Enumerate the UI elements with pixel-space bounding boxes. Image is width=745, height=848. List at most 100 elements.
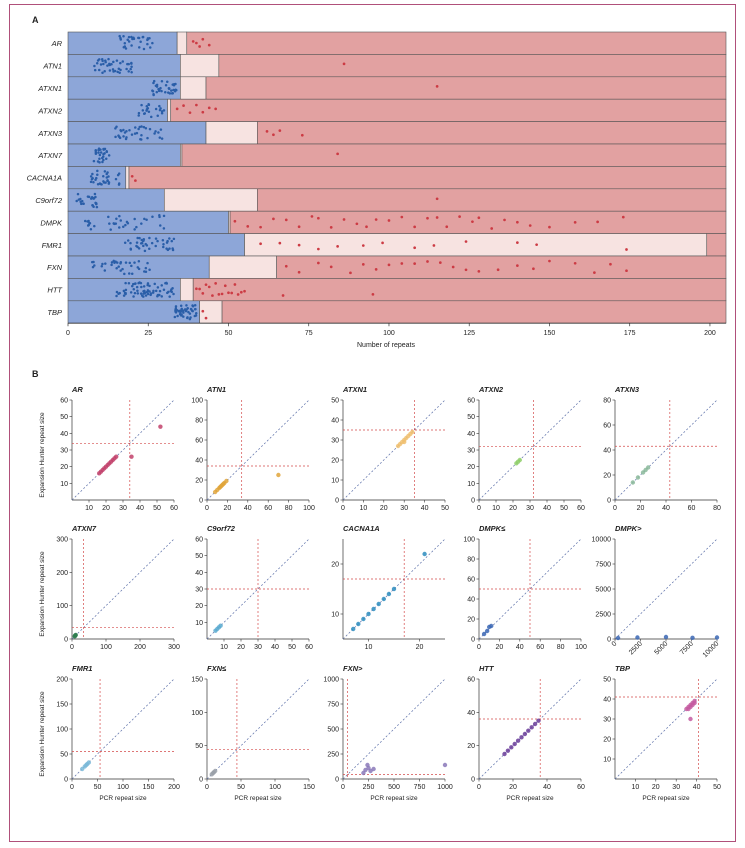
panel-a-label: A	[32, 15, 39, 25]
normal-point-fmr1	[150, 241, 154, 245]
scatter-title-atxn2: ATXN2	[478, 385, 504, 394]
y-tick-label-atxn1: 10	[331, 478, 339, 485]
expanded-point-htt	[201, 292, 205, 295]
normal-point-atn1	[130, 70, 133, 74]
normal-point-atn1	[102, 62, 105, 66]
normal-point-atxn1	[168, 92, 172, 95]
identity-line-fxn-gt	[342, 678, 446, 780]
normal-point-fmr1	[148, 247, 151, 251]
normal-point-ar	[130, 44, 133, 47]
normal-point-fmr1	[123, 241, 127, 244]
normal-point-dmpk	[133, 228, 136, 231]
y-tick-label-htt: 20	[467, 743, 475, 750]
x-tick-label-atxn2: 30	[526, 505, 534, 512]
normal-point-atxn7	[94, 152, 98, 156]
expanded-point-fxn	[400, 262, 404, 265]
data-point-cacna1a	[391, 586, 397, 592]
expanded-point-htt	[204, 283, 208, 287]
x-tick-label-atxn2: 60	[577, 505, 585, 512]
normal-point-htt	[156, 286, 160, 289]
panel-a-x-tick-label: 25	[144, 330, 152, 337]
expanded-point-dmpk	[233, 219, 237, 223]
expanded-point-tbp	[201, 309, 205, 313]
normal-point-tbp	[180, 309, 183, 313]
normal-point-atn1	[127, 70, 130, 73]
expanded-point-dmpk	[426, 216, 429, 220]
expanded-point-dmpk	[246, 225, 250, 228]
normal-point-cacna1a	[100, 183, 103, 186]
expanded-point-atxn2	[175, 107, 179, 111]
normal-point-dmpk	[107, 215, 110, 219]
normal-point-tbp	[179, 304, 183, 307]
x-tick-label-atxn1: 40	[421, 505, 429, 512]
expanded-point-htt	[227, 291, 230, 295]
normal-point-fxn	[144, 266, 148, 270]
normal-point-atxn3	[137, 127, 140, 131]
normal-point-dmpk	[118, 226, 121, 229]
normal-point-atxn3	[114, 135, 117, 139]
x-tick-label-fmr1: 150	[143, 784, 155, 791]
normal-point-fmr1	[156, 239, 159, 243]
normal-point-atn1	[112, 60, 115, 64]
normal-point-fxn	[133, 261, 136, 264]
y-tick-label-atxn3: 0	[607, 498, 611, 505]
normal-point-ar	[146, 42, 149, 46]
expanded-point-fxn	[573, 261, 577, 265]
data-point-htt	[522, 731, 528, 737]
normal-point-htt	[115, 290, 119, 294]
gene-label-fmr1: FMR1	[42, 241, 62, 250]
expanded-point-htt	[195, 287, 198, 291]
normal-point-htt	[142, 295, 145, 298]
expanded-point-fxn	[413, 262, 417, 266]
normal-point-c9orf72	[87, 195, 91, 199]
expanded-point-atxn3	[265, 129, 269, 133]
y-tick-label-c9orf72: 30	[195, 587, 203, 594]
intermediate-range-fmr1	[244, 233, 708, 257]
expanded-point-fxn	[609, 262, 612, 266]
y-tick-label-tbp: 20	[603, 737, 611, 744]
normal-point-c9orf72	[79, 197, 82, 201]
y-tick-label-fxn-le: 100	[191, 710, 203, 717]
normal-point-atxn2	[142, 112, 146, 115]
y-tick-label-fxn-gt: 250	[327, 752, 339, 759]
normal-point-cacna1a	[96, 182, 100, 186]
x-tick-label-dmpk-le: 0	[477, 644, 481, 651]
panel-a-x-tick-label: 200	[704, 330, 716, 337]
scatter-title-cacna1a: CACNA1A	[343, 524, 380, 533]
normal-point-atxn1	[173, 90, 177, 93]
expanded-point-dmpk	[621, 215, 625, 219]
expanded-point-atxn2	[182, 104, 185, 107]
x-tick-label-dmpk-le: 80	[557, 644, 565, 651]
normal-point-ar	[146, 38, 149, 42]
gene-label-atxn1: ATXN1	[37, 84, 62, 93]
y-tick-label-atxn1: 20	[331, 458, 339, 465]
x-tick-label-tbp: 30	[672, 784, 680, 791]
gene-label-htt: HTT	[47, 286, 63, 295]
data-point-cacna1a	[386, 591, 392, 597]
data-point-atxn1	[402, 439, 407, 445]
normal-point-atxn2	[160, 110, 164, 113]
x-tick-label-atn1: 100	[303, 505, 315, 512]
normal-point-dmpk	[109, 228, 112, 231]
normal-point-atxn7	[104, 157, 108, 160]
y-tick-label-atxn2: 40	[467, 431, 475, 438]
normal-point-htt	[123, 291, 127, 295]
y-tick-label-htt: 0	[471, 777, 475, 784]
normal-point-dmpk	[83, 219, 87, 223]
normal-point-fxn	[93, 264, 96, 267]
data-point-c9orf72	[218, 623, 223, 628]
x-tick-label-dmpk-le: 20	[496, 644, 504, 651]
scatter-panel-fmr1: FMR1 00 50 50 100 100 150 150 200 200 PCR repeat s…	[56, 664, 180, 802]
y-tick-label-dmpk-gt: 0	[607, 637, 611, 644]
x-tick-label-ar: 60	[170, 505, 178, 512]
normal-point-atn1	[130, 62, 133, 65]
normal-point-htt	[135, 285, 139, 289]
normal-point-atn1	[119, 61, 122, 65]
normal-point-ar	[122, 45, 126, 49]
normal-point-htt	[136, 292, 140, 295]
normal-point-atn1	[95, 62, 99, 65]
x-tick-label-c9orf72: 10	[220, 644, 228, 651]
x-tick-label-fxn-le: 100	[269, 784, 281, 791]
normal-point-htt	[168, 295, 171, 298]
x-tick-label-dmpk-gt: 7500	[679, 640, 695, 656]
